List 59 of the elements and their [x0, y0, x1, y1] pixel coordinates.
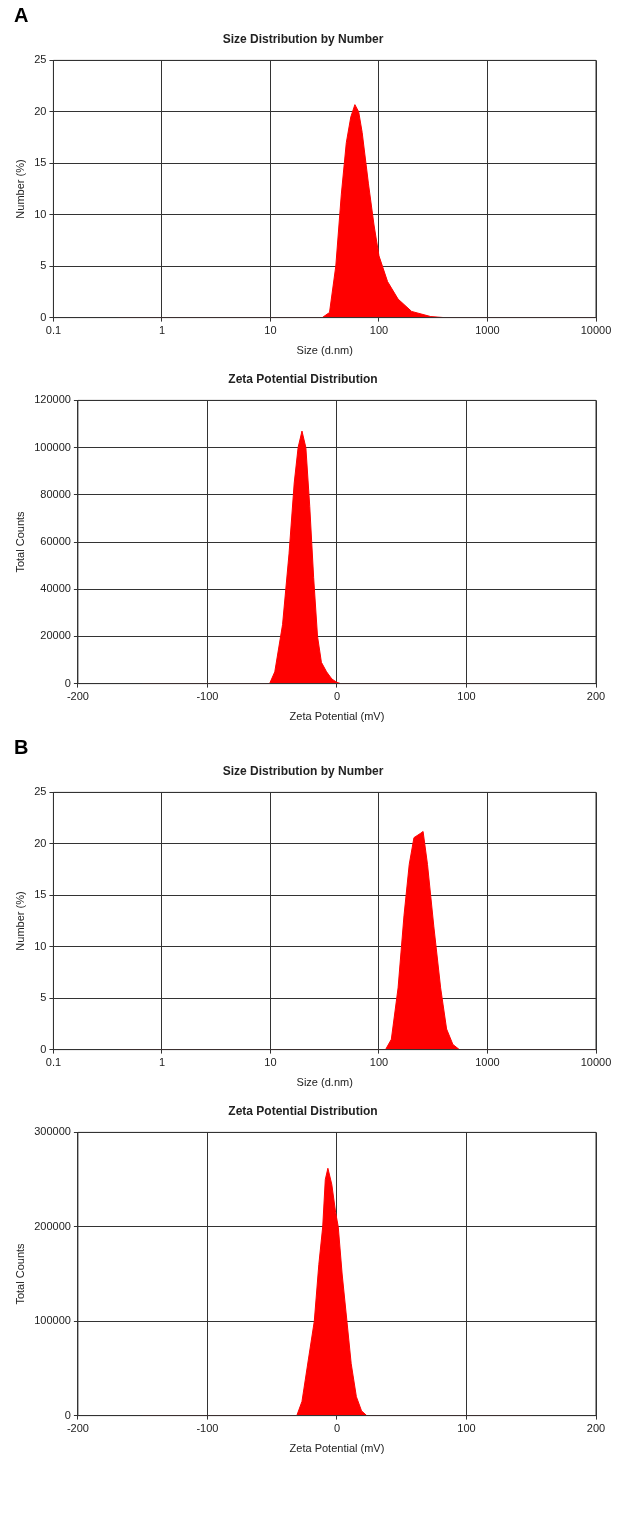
chart-title: Size Distribution by Number — [222, 31, 384, 46]
y-tick-label: 100000 — [34, 440, 71, 453]
y-tick-label: 10 — [34, 207, 47, 220]
y-tick-label: 120000 — [34, 393, 71, 406]
x-tick-label: 10000 — [580, 324, 612, 337]
text: A — [13, 3, 30, 26]
y-tick-label: 10 — [34, 939, 47, 952]
y-tick-label: 25 — [34, 53, 47, 66]
x-tick-label: 10 — [264, 1056, 277, 1069]
x-tick-label: 0 — [333, 1422, 341, 1435]
text: B — [13, 735, 30, 758]
y-axis-title: Total Counts — [13, 1242, 26, 1305]
x-tick-label: -100 — [196, 690, 219, 703]
x-tick-label: 1000 — [475, 324, 500, 337]
x-axis-title: Zeta Potential (mV) — [289, 1442, 385, 1455]
x-tick-label: 1 — [158, 324, 166, 337]
y-axis-title: Number (%) — [13, 891, 26, 951]
y-tick-label: 5 — [40, 259, 47, 272]
y-tick-label: 20 — [34, 104, 47, 117]
y-tick-label: 20 — [34, 836, 47, 849]
y-tick-label: 0 — [40, 1042, 47, 1055]
x-tick-label: 100 — [369, 324, 389, 337]
y-tick-label: 20000 — [40, 629, 71, 642]
y-tick-label: 60000 — [40, 535, 71, 548]
x-tick-label: 1 — [158, 1056, 166, 1069]
x-tick-label: 0.1 — [45, 1056, 62, 1069]
y-tick-label: 0 — [64, 1408, 71, 1421]
x-tick-label: 10000 — [580, 1056, 612, 1069]
chart-title: Zeta Potential Distribution — [228, 1103, 378, 1118]
chart-title: Zeta Potential Distribution — [228, 371, 378, 386]
x-tick-label: -200 — [66, 1422, 89, 1435]
x-tick-label: 100 — [457, 1422, 476, 1435]
y-tick-label: 15 — [34, 888, 47, 901]
x-tick-label: -100 — [196, 1422, 219, 1435]
y-tick-label: 5 — [40, 991, 47, 1004]
y-tick-label: 300000 — [34, 1125, 71, 1138]
x-tick-label: 100 — [457, 690, 476, 703]
x-tick-label: -200 — [66, 690, 89, 703]
x-tick-label: 200 — [586, 1422, 606, 1435]
y-tick-label: 0 — [64, 676, 71, 689]
chart-title: Size Distribution by Number — [222, 763, 384, 778]
x-axis-title: Size (d.nm) — [296, 1076, 353, 1089]
x-tick-label: 100 — [369, 1056, 389, 1069]
x-tick-label: 200 — [586, 690, 606, 703]
y-tick-label: 200000 — [34, 1219, 71, 1232]
y-tick-label: 100000 — [34, 1314, 71, 1327]
y-axis-title: Number (%) — [13, 159, 26, 219]
x-tick-label: 10 — [264, 324, 277, 337]
x-tick-label: 0.1 — [45, 324, 62, 337]
y-tick-label: 15 — [34, 156, 47, 169]
y-axis-title: Total Counts — [13, 510, 26, 573]
x-axis-title: Size (d.nm) — [296, 344, 353, 357]
y-tick-label: 40000 — [40, 582, 71, 595]
x-tick-label: 0 — [333, 690, 341, 703]
x-axis-title: Zeta Potential (mV) — [289, 710, 385, 723]
y-tick-label: 80000 — [40, 487, 71, 500]
y-tick-label: 25 — [34, 785, 47, 798]
x-tick-label: 1000 — [475, 1056, 500, 1069]
y-tick-label: 0 — [40, 310, 47, 323]
